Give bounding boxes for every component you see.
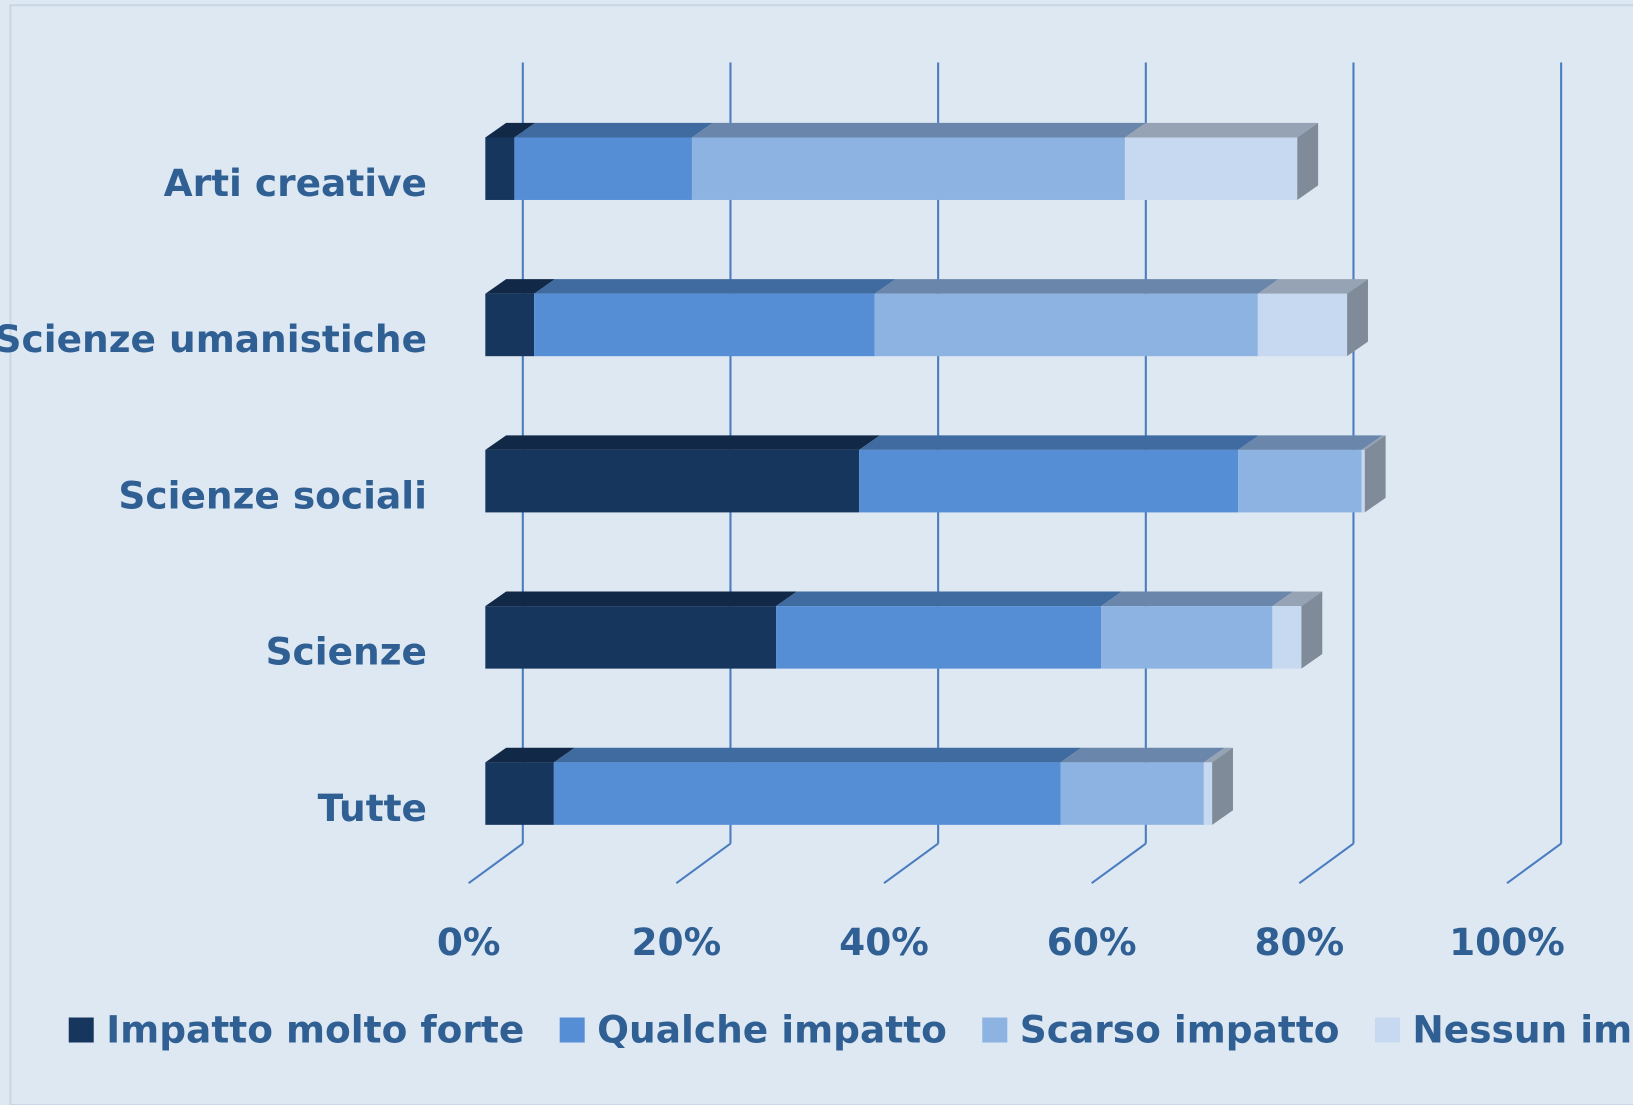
bar-side (1364, 435, 1386, 513)
y-tick-label: Arti creative (164, 161, 427, 205)
bar (1238, 449, 1362, 513)
bar-top (485, 279, 555, 294)
bar-side (1301, 591, 1323, 669)
bar (485, 606, 777, 669)
legend-label: Scarso impatto (1020, 1008, 1340, 1052)
y-tick-label: Scienze (266, 630, 427, 674)
bar (691, 137, 1125, 200)
x-tick-label: 60% (1047, 920, 1137, 964)
bar-top (1238, 435, 1383, 450)
bar (553, 762, 1061, 825)
bar (485, 293, 535, 357)
bar (534, 293, 875, 357)
bar-top (1257, 279, 1368, 294)
bar-top (1361, 435, 1386, 450)
legend-swatch (68, 1017, 94, 1043)
x-tick-label: 80% (1254, 920, 1344, 964)
bar (1272, 606, 1302, 669)
legend-label: Qualche impatto (597, 1008, 947, 1052)
bar-side (1212, 747, 1233, 825)
bar (776, 606, 1102, 669)
bar (485, 137, 515, 200)
bar (874, 293, 1258, 357)
bar-top (485, 747, 575, 763)
bar-side (1347, 279, 1368, 357)
bar-top (553, 747, 1082, 763)
bar-top (485, 122, 536, 138)
y-tick-label: Scienze sociali (118, 473, 427, 517)
bar-top (776, 591, 1122, 607)
floor-line (1298, 842, 1355, 885)
x-tick-label: 100% (1449, 920, 1565, 964)
floor-line (883, 842, 939, 885)
bar (1060, 762, 1204, 825)
bar (514, 137, 692, 200)
legend-swatch (1374, 1017, 1400, 1043)
bar-top (485, 591, 797, 607)
bar (485, 449, 860, 513)
bar-top (691, 122, 1146, 138)
bar (485, 762, 554, 825)
x-tick-label: 40% (839, 920, 929, 964)
bar-top (1272, 591, 1323, 607)
bar-top (534, 279, 896, 294)
bar-side (1297, 122, 1319, 200)
bar-top (1101, 591, 1294, 607)
bar-top (514, 122, 713, 138)
bar-top (485, 435, 880, 450)
bar (1101, 606, 1273, 669)
floor-line (468, 842, 524, 885)
x-tick-label: 20% (631, 920, 721, 964)
legend-label: Impatto molto forte (106, 1008, 524, 1052)
bar (1203, 762, 1213, 825)
y-tick-label: Scienze umanistiche (0, 317, 427, 361)
bar (1361, 449, 1365, 513)
bar (1124, 137, 1298, 200)
bar (1257, 293, 1348, 357)
x-tick-label: 0% (437, 920, 501, 964)
legend-swatch (982, 1017, 1008, 1043)
floor-line (1506, 842, 1562, 885)
y-tick-label: Tutte (318, 786, 427, 830)
bar (859, 449, 1239, 513)
legend-label: Nessun impatto (1412, 1008, 1633, 1052)
floor-line (675, 842, 732, 885)
bar-top (1060, 747, 1225, 763)
bar-top (1124, 122, 1319, 138)
floor-line (1091, 842, 1147, 885)
legend-swatch (559, 1017, 585, 1043)
bar-top (1203, 747, 1233, 763)
bar-top (859, 435, 1259, 450)
bar-top (874, 279, 1279, 294)
